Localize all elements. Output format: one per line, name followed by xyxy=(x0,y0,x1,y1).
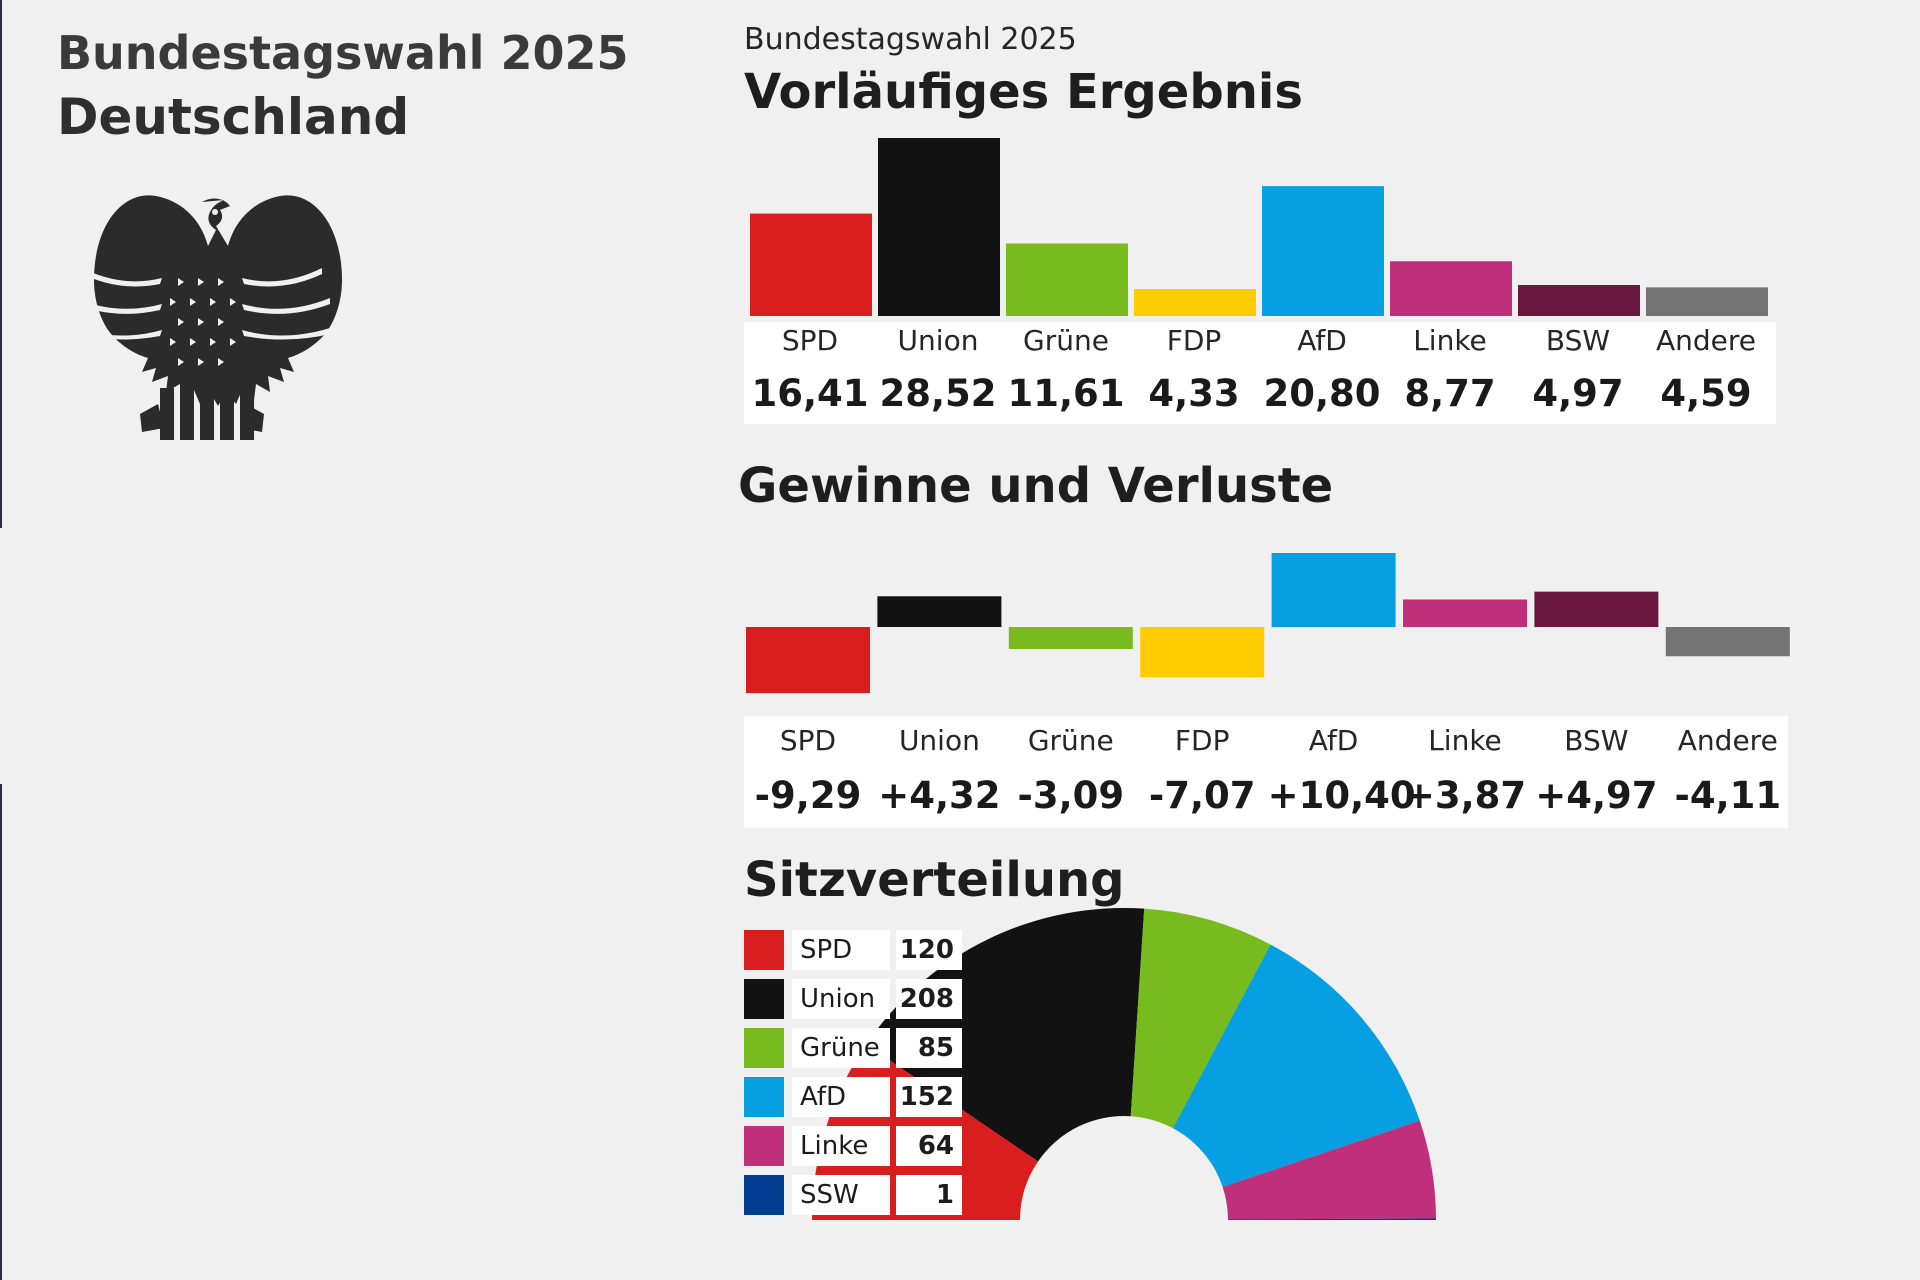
legend-seats: 64 xyxy=(896,1126,962,1166)
change-party-label: Union xyxy=(898,724,980,757)
legend-swatch xyxy=(744,930,784,970)
result-party-label: FDP xyxy=(1166,324,1222,357)
change-party-label: SPD xyxy=(779,724,837,757)
legend-party: SSW xyxy=(792,1175,890,1215)
change-party-label: Linke xyxy=(1428,724,1502,757)
result-bar-andere xyxy=(1646,287,1768,316)
change-bar-fdp xyxy=(1140,627,1265,678)
result-value-label: 20,80 xyxy=(1263,372,1381,415)
change-bar-gruene xyxy=(1008,627,1133,649)
result-bar-gruene xyxy=(1006,243,1128,316)
change-bar-andere xyxy=(1665,627,1790,657)
change-value-label: -7,07 xyxy=(1148,774,1256,817)
change-value-label: -4,11 xyxy=(1674,774,1782,817)
result-value-label: 16,41 xyxy=(751,372,869,415)
seat-slice-ssw xyxy=(1227,1218,1436,1220)
result-value-label: 4,33 xyxy=(1148,372,1240,415)
legend-seats: 1 xyxy=(896,1175,962,1215)
result-value-label: 4,59 xyxy=(1660,372,1752,415)
result-bar-afd xyxy=(1262,186,1384,316)
seat-slice-linke xyxy=(1222,1120,1436,1220)
left-border xyxy=(0,784,2,1280)
change-party-label: FDP xyxy=(1174,724,1230,757)
result-bar-spd xyxy=(750,213,872,316)
seat-slice-gruene xyxy=(1130,908,1271,1129)
legend-swatch xyxy=(744,979,784,1019)
change-party-label: Andere xyxy=(1677,724,1778,757)
change-party-label: AfD xyxy=(1308,724,1359,757)
results-title: Vorläufiges Ergebnis xyxy=(744,64,1303,120)
result-party-label: SPD xyxy=(781,324,839,357)
result-value-label: 28,52 xyxy=(879,372,997,415)
result-party-label: Linke xyxy=(1413,324,1487,357)
donut-baseline-mask xyxy=(1000,1220,1700,1280)
change-value-label: +10,40 xyxy=(1267,774,1416,817)
left-border xyxy=(0,0,2,528)
legend-row: AfD 152 xyxy=(744,1077,966,1117)
legend-party: Grüne xyxy=(792,1028,890,1068)
results-label-table: SPD 16,41 Union 28,52 Grüne 11,61 FDP 4,33 AfD 20… xyxy=(744,322,1776,424)
change-value-label: +4,32 xyxy=(878,774,1001,817)
legend-row: Linke 64 xyxy=(744,1126,966,1166)
federal-eagle-icon xyxy=(74,195,342,440)
change-party-label: BSW xyxy=(1564,724,1629,757)
result-bar-bsw xyxy=(1518,284,1640,316)
change-value-label: -9,29 xyxy=(754,774,862,817)
result-value-label: 11,61 xyxy=(1007,372,1125,415)
legend-party: AfD xyxy=(792,1077,890,1117)
legend-row: Grüne 85 xyxy=(744,1028,966,1068)
result-bar-fdp xyxy=(1134,288,1256,316)
result-bar-union xyxy=(878,138,1000,316)
change-bar-afd xyxy=(1271,553,1396,627)
result-bar-linke xyxy=(1390,261,1512,316)
result-value-label: 4,97 xyxy=(1532,372,1624,415)
legend-swatch xyxy=(744,1028,784,1068)
seats-title: Sitzverteilung xyxy=(744,852,1125,908)
legend-seats: 152 xyxy=(896,1077,962,1117)
change-value-label: +4,97 xyxy=(1535,774,1658,817)
legend-seats: 208 xyxy=(896,979,962,1019)
change-party-label: Grüne xyxy=(1027,724,1114,757)
seat-slice-afd xyxy=(1172,944,1420,1187)
result-value-label: 8,77 xyxy=(1404,372,1496,415)
change-bar-linke xyxy=(1403,599,1527,627)
result-party-label: Andere xyxy=(1655,324,1757,357)
change-bar-union xyxy=(877,596,1002,627)
seat-slice-union xyxy=(866,907,1145,1162)
change-value-label: -3,09 xyxy=(1017,774,1125,817)
result-party-label: Union xyxy=(897,324,979,357)
legend-party: Union xyxy=(792,979,890,1019)
legend-swatch xyxy=(744,1126,784,1166)
legend-swatch xyxy=(744,1077,784,1117)
result-party-label: BSW xyxy=(1545,324,1611,357)
legend-row: Union 208 xyxy=(744,979,966,1019)
gains-losses-title: Gewinne und Verluste xyxy=(738,458,1334,514)
result-party-label: AfD xyxy=(1297,324,1347,357)
gains-losses-label-table: SPD -9,29 Union +4,32 Grüne -3,09 FDP -7,07 AfD +… xyxy=(744,716,1788,828)
legend-party: Linke xyxy=(792,1126,890,1166)
header-country: Deutschland xyxy=(57,88,410,146)
legend-seats: 85 xyxy=(896,1028,962,1068)
legend-swatch xyxy=(744,1175,784,1215)
change-value-label: +3,87 xyxy=(1403,774,1527,817)
change-bar-spd xyxy=(746,627,870,694)
result-party-label: Grüne xyxy=(1023,324,1109,357)
legend-row: SPD 120 xyxy=(744,930,966,970)
legend-party: SPD xyxy=(792,930,890,970)
change-bar-bsw xyxy=(1534,591,1659,627)
chart-suptitle: Bundestagswahl 2025 xyxy=(744,22,1077,57)
legend-seats: 120 xyxy=(896,930,962,970)
header-title: Bundestagswahl 2025 xyxy=(57,26,629,80)
legend-row: SSW 1 xyxy=(744,1175,966,1215)
